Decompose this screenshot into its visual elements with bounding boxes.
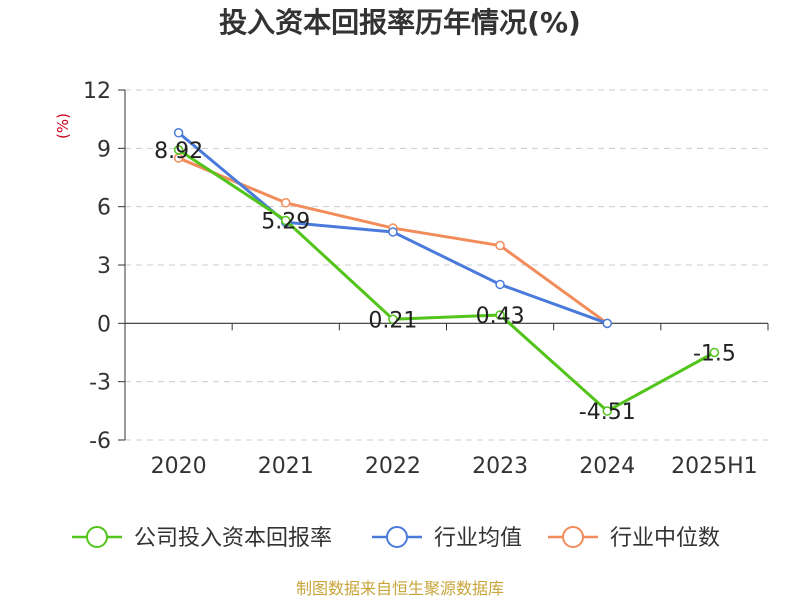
- x-tick-label: 2022: [365, 454, 421, 479]
- legend: 公司投入资本回报率 行业均值 行业中位数: [72, 526, 720, 551]
- data-point: [709, 347, 720, 358]
- data-label: 0.21: [368, 308, 417, 333]
- y-tick-label: -6: [89, 429, 111, 454]
- data-label: 5.29: [261, 209, 310, 234]
- legend-label: 行业中位数: [610, 526, 720, 551]
- data-label: -1.5: [693, 342, 736, 367]
- data-label: 0.43: [476, 304, 525, 329]
- data-point: [388, 227, 398, 237]
- axes: 12 9 6 3 0 -3 -6 2020 2021 2022 2023 2024 2025H1: [83, 79, 769, 479]
- data-point: [495, 310, 505, 320]
- series-line: [177, 148, 716, 413]
- y-tick-label: -3: [89, 371, 111, 396]
- legend-marker: [562, 526, 584, 548]
- series-layer: [173, 128, 720, 416]
- legend-label: 行业均值: [434, 526, 522, 551]
- x-tick-label: 2021: [258, 454, 314, 479]
- data-label: -4.51: [579, 400, 636, 425]
- y-axis-unit-label: (%): [54, 113, 72, 139]
- data-point: [173, 145, 184, 155]
- data-point: [281, 198, 291, 208]
- source-note: 制图数据来自恒生聚源数据库: [296, 579, 504, 598]
- data-point: [495, 279, 505, 290]
- x-tick-label: 2024: [579, 454, 635, 479]
- legend-label: 公司投入资本回报率: [134, 526, 332, 551]
- legend-marker: [86, 526, 108, 548]
- data-point: [602, 318, 612, 329]
- chart-title: 投入资本回报率历年情况(%): [219, 6, 581, 39]
- legend-marker: [386, 526, 408, 548]
- data-point: [388, 314, 398, 324]
- grid-lines: [125, 89, 768, 441]
- data-labels: 8.92 5.29 0.21 0.43 -4.51 -1.5: [154, 139, 736, 425]
- y-tick-label: 0: [97, 312, 111, 337]
- x-tick-label: 2023: [472, 454, 528, 479]
- data-label: 8.92: [154, 139, 203, 164]
- y-tick-label: 12: [83, 79, 111, 104]
- y-tick-label: 6: [97, 196, 111, 221]
- data-point: [173, 128, 184, 138]
- data-point: [281, 215, 291, 226]
- data-point: [495, 240, 505, 251]
- data-point: [602, 406, 612, 416]
- y-tick-label: 3: [97, 254, 111, 279]
- x-tick-label: 2020: [151, 454, 207, 479]
- y-tick-label: 9: [97, 137, 111, 162]
- x-tick-label: 2025H1: [671, 454, 758, 479]
